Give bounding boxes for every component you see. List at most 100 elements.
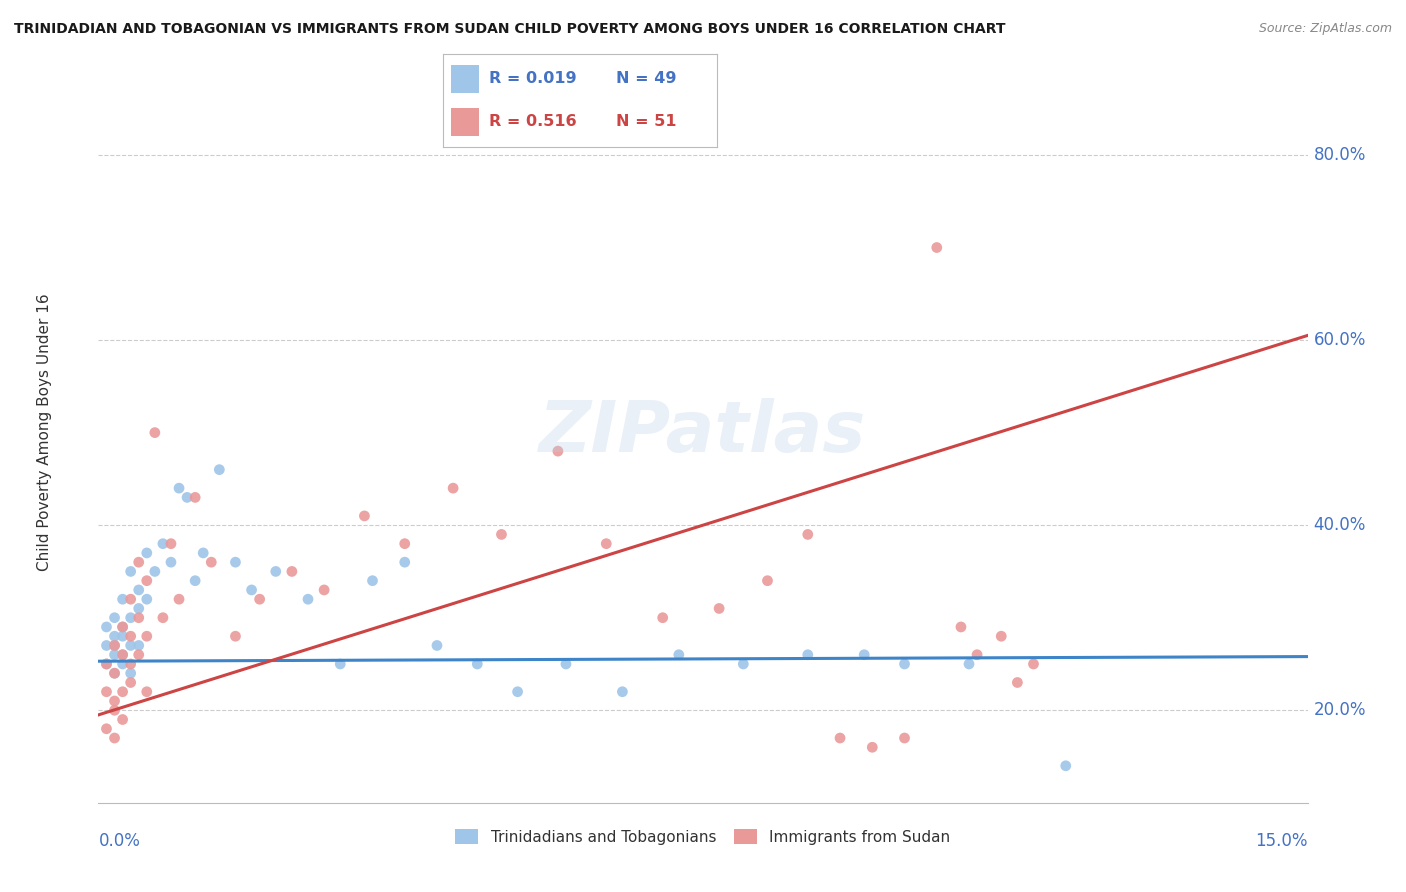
FancyBboxPatch shape bbox=[451, 108, 478, 136]
Point bbox=[143, 425, 166, 440]
Point bbox=[167, 592, 190, 607]
Text: Child Poverty Among Boys Under 16: Child Poverty Among Boys Under 16 bbox=[37, 293, 52, 572]
Point bbox=[547, 444, 569, 458]
Text: 40.0%: 40.0% bbox=[1313, 516, 1367, 534]
Point bbox=[707, 601, 730, 615]
Point bbox=[353, 508, 375, 523]
Point bbox=[167, 481, 190, 495]
Point bbox=[361, 574, 384, 588]
Point bbox=[111, 648, 134, 662]
Point bbox=[103, 611, 125, 625]
Point bbox=[249, 592, 271, 607]
Point bbox=[314, 582, 336, 597]
Point bbox=[135, 546, 157, 560]
Point bbox=[128, 582, 150, 597]
Point bbox=[96, 722, 118, 736]
Point bbox=[111, 648, 134, 662]
Point bbox=[224, 629, 246, 643]
Point bbox=[491, 527, 513, 541]
Point bbox=[103, 629, 125, 643]
Point bbox=[128, 611, 150, 625]
Point bbox=[990, 629, 1012, 643]
Point bbox=[120, 675, 142, 690]
Point bbox=[465, 657, 488, 671]
Point bbox=[797, 527, 820, 541]
Point bbox=[160, 537, 183, 551]
Point bbox=[949, 620, 972, 634]
Point bbox=[441, 481, 464, 495]
Text: ZIPatlas: ZIPatlas bbox=[540, 398, 866, 467]
Point bbox=[160, 555, 183, 569]
Point bbox=[860, 740, 883, 755]
Point bbox=[135, 685, 157, 699]
Point bbox=[111, 620, 134, 634]
Point bbox=[853, 648, 876, 662]
Point bbox=[1007, 675, 1029, 690]
Text: 20.0%: 20.0% bbox=[1313, 701, 1367, 719]
Text: Source: ZipAtlas.com: Source: ZipAtlas.com bbox=[1258, 22, 1392, 36]
Point bbox=[555, 657, 578, 671]
Point bbox=[96, 620, 118, 634]
Point bbox=[612, 685, 634, 699]
Point bbox=[143, 565, 166, 579]
Point bbox=[120, 611, 142, 625]
Point bbox=[120, 592, 142, 607]
Point bbox=[200, 555, 222, 569]
Text: 0.0%: 0.0% bbox=[98, 832, 141, 850]
Point bbox=[120, 629, 142, 643]
Point bbox=[651, 611, 673, 625]
Point bbox=[797, 648, 820, 662]
Point bbox=[208, 462, 231, 476]
Point bbox=[925, 241, 948, 255]
Point bbox=[103, 666, 125, 681]
Point bbox=[176, 491, 198, 505]
Point bbox=[668, 648, 690, 662]
Point bbox=[128, 601, 150, 615]
Point bbox=[756, 574, 779, 588]
Point bbox=[828, 731, 851, 745]
Point bbox=[103, 639, 125, 653]
Point bbox=[111, 713, 134, 727]
Point bbox=[135, 592, 157, 607]
Point bbox=[1054, 758, 1077, 772]
Point bbox=[111, 685, 134, 699]
Point bbox=[103, 731, 125, 745]
Point bbox=[128, 639, 150, 653]
Text: R = 0.516: R = 0.516 bbox=[489, 114, 576, 129]
Point bbox=[111, 657, 134, 671]
Text: 60.0%: 60.0% bbox=[1313, 331, 1367, 349]
Point bbox=[1022, 657, 1045, 671]
Point bbox=[394, 555, 416, 569]
Text: 15.0%: 15.0% bbox=[1256, 832, 1308, 850]
Point bbox=[152, 537, 174, 551]
Point bbox=[120, 639, 142, 653]
Point bbox=[135, 629, 157, 643]
Point bbox=[103, 639, 125, 653]
Point bbox=[96, 685, 118, 699]
Text: TRINIDADIAN AND TOBAGONIAN VS IMMIGRANTS FROM SUDAN CHILD POVERTY AMONG BOYS UND: TRINIDADIAN AND TOBAGONIAN VS IMMIGRANTS… bbox=[14, 22, 1005, 37]
Point bbox=[506, 685, 529, 699]
Point bbox=[103, 703, 125, 717]
Legend: Trinidadians and Tobagonians, Immigrants from Sudan: Trinidadians and Tobagonians, Immigrants… bbox=[450, 823, 956, 851]
Point bbox=[103, 694, 125, 708]
Text: N = 51: N = 51 bbox=[616, 114, 676, 129]
Point bbox=[966, 648, 988, 662]
Point bbox=[733, 657, 755, 671]
Point bbox=[184, 491, 207, 505]
Text: R = 0.019: R = 0.019 bbox=[489, 71, 576, 87]
Point bbox=[193, 546, 215, 560]
Point bbox=[426, 639, 449, 653]
Point bbox=[893, 731, 915, 745]
FancyBboxPatch shape bbox=[451, 65, 478, 93]
Point bbox=[111, 620, 134, 634]
Point bbox=[135, 574, 157, 588]
Text: N = 49: N = 49 bbox=[616, 71, 676, 87]
Point bbox=[595, 537, 617, 551]
Point bbox=[96, 657, 118, 671]
Point bbox=[224, 555, 246, 569]
Point bbox=[111, 592, 134, 607]
Point bbox=[128, 555, 150, 569]
Point bbox=[297, 592, 319, 607]
Point bbox=[264, 565, 287, 579]
Point bbox=[120, 666, 142, 681]
